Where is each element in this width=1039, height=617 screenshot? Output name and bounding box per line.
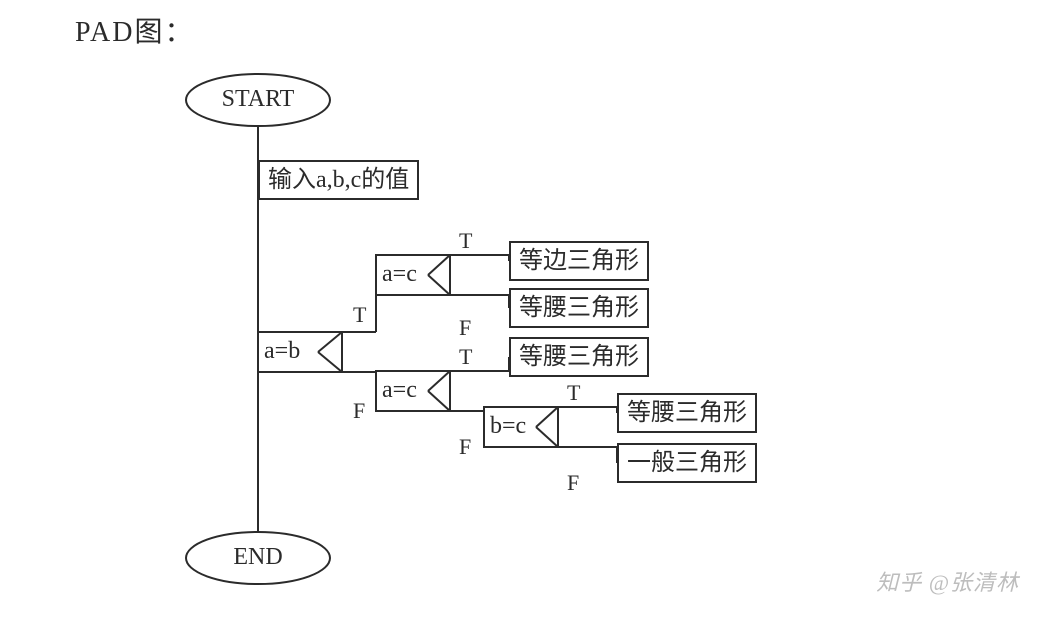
tf-label: F (353, 398, 365, 424)
tf-label: T (353, 302, 366, 328)
result-equilateral: 等边三角形 (509, 241, 649, 281)
pad-diagram: PAD图： START END 输入a,b,c的值 a=b a=c a=c b=… (0, 0, 1039, 617)
end-label: END (198, 544, 318, 571)
decision-a-eq-c-1: a=c (382, 261, 417, 288)
tf-label: F (459, 315, 471, 341)
tf-label: F (567, 470, 579, 496)
tf-label: T (459, 228, 472, 254)
decision-b-eq-c: b=c (490, 413, 526, 440)
result-isosceles-1: 等腰三角形 (509, 288, 649, 328)
decision-a-eq-b: a=b (264, 338, 300, 365)
tf-label: F (459, 434, 471, 460)
result-isosceles-2: 等腰三角形 (509, 337, 649, 377)
result-isosceles-3: 等腰三角形 (617, 393, 757, 433)
decision-a-eq-c-2: a=c (382, 377, 417, 404)
tf-label: T (459, 344, 472, 370)
result-scalene: 一般三角形 (617, 443, 757, 483)
tf-label: T (567, 380, 580, 406)
input-box: 输入a,b,c的值 (258, 160, 419, 200)
start-label: START (198, 86, 318, 113)
watermark: 知乎 @张清林 (876, 565, 1019, 597)
